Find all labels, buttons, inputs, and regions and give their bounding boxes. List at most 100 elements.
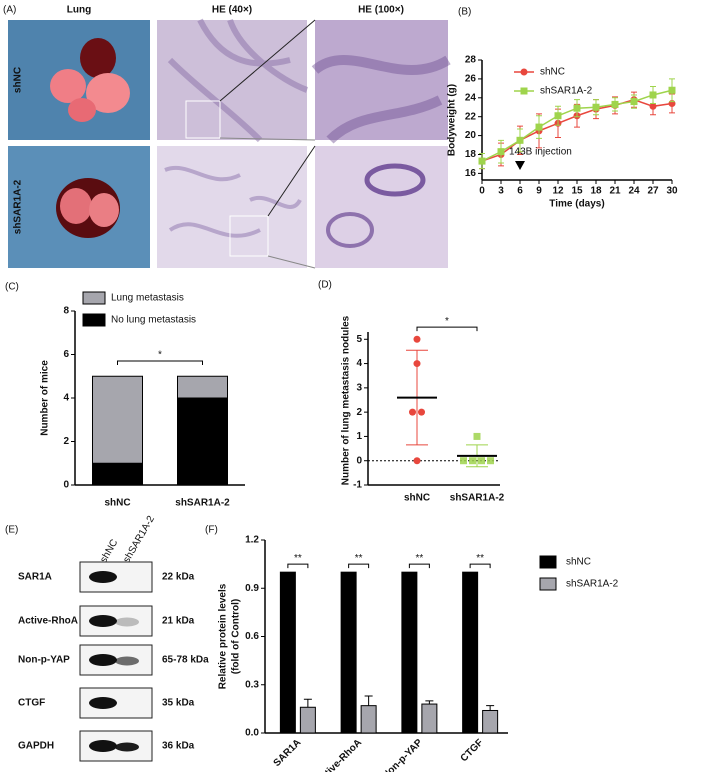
y-tick-label: 2: [63, 436, 69, 447]
marker: [554, 112, 562, 120]
point: [409, 408, 416, 416]
protein-label: Non-p-YAP: [18, 655, 70, 666]
significance-label: *: [445, 316, 449, 327]
marker: [649, 102, 657, 110]
y-tick-label: 24: [465, 92, 477, 103]
marker: [535, 123, 543, 131]
bar: [401, 571, 418, 734]
he-texture: [364, 163, 426, 197]
protein-label: GAPDH: [18, 741, 54, 752]
bar-segment: [92, 375, 143, 464]
row-label: shSAR1A-2: [13, 179, 24, 234]
lane-label: shSAR1A-2: [121, 514, 157, 565]
legend-label: Lung metastasis: [111, 293, 184, 304]
x-tick-label: 0: [479, 186, 485, 197]
bar: [299, 706, 316, 734]
lane-label: shNC: [98, 538, 120, 565]
y-tick-label: 0.9: [245, 583, 259, 594]
y-tick-label: 8: [63, 306, 69, 317]
error-bar: [303, 698, 312, 708]
significance-label: **: [415, 553, 423, 564]
legend-swatch: [82, 291, 106, 305]
x-tick-label: shNC: [104, 498, 130, 509]
significance-label: *: [158, 350, 162, 361]
legend-swatch: [82, 313, 106, 327]
y-tick-label: 0.3: [245, 679, 259, 690]
x-tick-label: 9: [536, 186, 542, 197]
x-tick-label: 3: [498, 186, 504, 197]
error-bar: [364, 695, 373, 706]
y-tick-label: 2: [356, 407, 362, 418]
y-tick-label: 6: [63, 349, 69, 360]
x-tick-label: 30: [666, 186, 678, 197]
bar-segment: [92, 462, 143, 486]
marker: [649, 91, 657, 99]
y-tick-label: 28: [465, 55, 477, 66]
x-tick-label: 6: [517, 186, 523, 197]
legend-label: shSAR1A-2: [540, 86, 593, 97]
lung-tissue: [60, 188, 92, 224]
lung-tissue: [68, 98, 96, 122]
significance-label: **: [355, 553, 363, 564]
marker: [611, 100, 619, 108]
panel-label: (C): [5, 282, 19, 293]
error-bar: [425, 700, 434, 705]
point: [487, 457, 494, 465]
x-tick-label: 21: [609, 186, 621, 197]
bar-segment: [177, 375, 228, 399]
marker: [478, 157, 486, 165]
x-tick-label: shNC: [404, 493, 430, 504]
zoom-line: [219, 137, 316, 141]
significance-bracket: [408, 563, 430, 569]
y-tick-label: 0: [356, 455, 362, 466]
y-tick-label: 26: [465, 74, 477, 85]
lung-tissue: [80, 38, 116, 78]
error-bar: [486, 705, 495, 711]
panel-a: (A) Lung HE (40×) HE (100×) shNC shSAR1A…: [3, 5, 451, 269]
bar: [279, 571, 296, 734]
x-tick-label: Active-RhoA: [314, 737, 364, 772]
he-texture: [164, 166, 302, 238]
marker: [497, 148, 505, 156]
band: [89, 740, 117, 752]
zoom-box: [229, 215, 269, 257]
legend-marker: [520, 87, 528, 95]
he-texture: [311, 55, 451, 144]
legend-swatch: [539, 577, 557, 591]
panel-label: (A): [3, 5, 16, 16]
bar: [462, 571, 479, 734]
point: [418, 408, 425, 416]
significance-bracket: [416, 326, 478, 332]
band: [115, 742, 139, 752]
point: [460, 457, 467, 465]
panel-e: (E) shNC shSAR1A-2 SAR1A 22 kDa Active-Rho…: [5, 514, 209, 762]
marker: [573, 104, 581, 112]
x-tick-label: CTGF: [459, 737, 486, 764]
y-axis-label: (fold of Control): [231, 599, 242, 675]
band: [89, 571, 117, 583]
x-tick-label: 27: [647, 186, 659, 197]
legend-label: shNC: [566, 557, 591, 568]
bar: [360, 705, 377, 734]
band: [115, 656, 139, 666]
y-tick-label: 20: [465, 130, 477, 141]
significance-bracket: [287, 563, 309, 569]
zoom-box: [185, 100, 221, 139]
marker: [516, 136, 524, 144]
band: [89, 654, 117, 666]
size-label: 22 kDa: [162, 572, 195, 583]
y-tick-label: 22: [465, 111, 477, 122]
significance-bracket: [117, 360, 203, 366]
y-tick-label: 0.6: [245, 631, 259, 642]
y-axis-label: Number of lung metastasis nodules: [341, 315, 352, 485]
lung-tissue: [86, 73, 130, 113]
marker: [592, 103, 600, 111]
band: [89, 697, 117, 709]
size-label: 36 kDa: [162, 741, 195, 752]
significance-bracket: [469, 563, 491, 569]
point: [469, 457, 476, 465]
size-label: 35 kDa: [162, 698, 195, 709]
band: [115, 617, 139, 627]
x-tick-label: shSAR1A-2: [175, 498, 230, 509]
